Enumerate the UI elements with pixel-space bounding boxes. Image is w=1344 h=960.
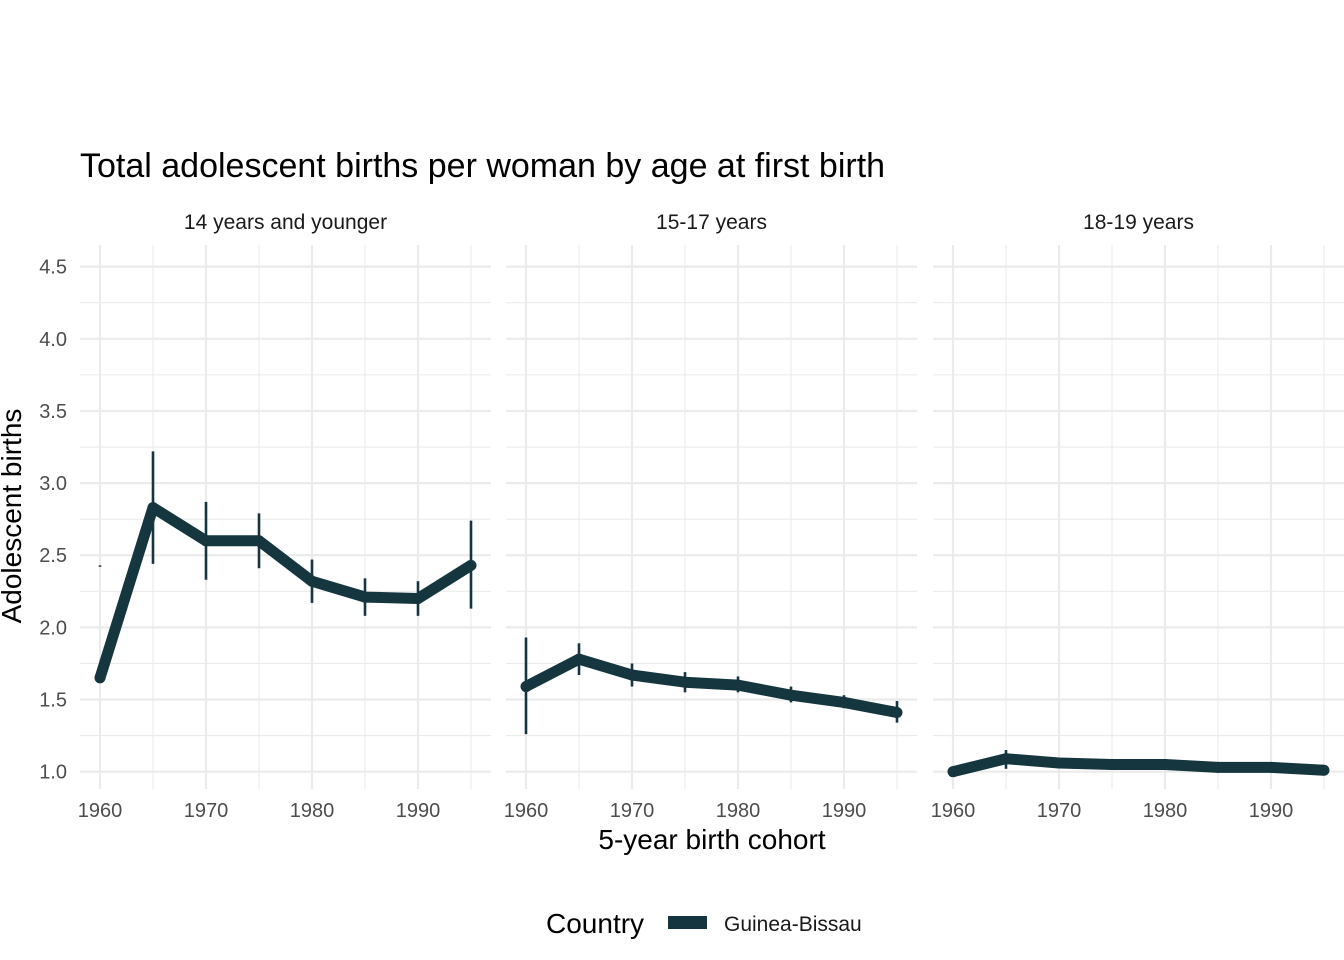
x-tick-label: 1970: [610, 800, 655, 822]
y-tick-label: 2.5: [39, 545, 67, 567]
data-point: [732, 679, 744, 691]
series-line-guinea-bissau: [94, 502, 474, 680]
data-point: [1318, 764, 1330, 776]
data-point: [573, 653, 585, 665]
data-point: [253, 535, 265, 547]
x-axis-title: 5-year birth cohort: [598, 824, 825, 855]
data-point: [626, 669, 638, 681]
data-point: [359, 591, 371, 603]
data-point: [838, 696, 850, 708]
chart-title: Total adolescent births per woman by age…: [80, 147, 885, 185]
data-point: [306, 575, 318, 587]
x-tick-label: 1990: [1249, 800, 1294, 822]
x-tick-label: 1980: [716, 800, 761, 822]
data-point: [520, 681, 532, 693]
y-tick-label: 4.5: [39, 257, 67, 279]
data-point: [1106, 758, 1118, 770]
legend-label: Guinea-Bissau: [724, 913, 862, 936]
series-line-guinea-bissau: [523, 653, 899, 718]
y-tick-label: 1.5: [39, 690, 67, 712]
data-point: [200, 535, 212, 547]
y-tick-label: 2.0: [39, 617, 67, 639]
data-point: [679, 676, 691, 688]
x-tick-label: 1960: [931, 800, 976, 822]
data-point: [1265, 761, 1277, 773]
x-tick-label: 1970: [1037, 800, 1082, 822]
x-tick-label: 1960: [78, 800, 123, 822]
x-tick-label: 1980: [290, 800, 335, 822]
facet-strip-label: 18-19 years: [1083, 211, 1194, 234]
data-point: [147, 502, 159, 514]
y-tick-label: 3.5: [39, 401, 67, 423]
x-tick-label: 1960: [504, 800, 549, 822]
data-point: [465, 559, 477, 571]
y-tick-label: 1.0: [39, 762, 67, 784]
data-point: [94, 672, 106, 684]
y-axis-title: Adolescent births: [0, 409, 27, 624]
series-line-guinea-bissau: [951, 753, 1325, 778]
data-point: [891, 707, 903, 719]
data-point: [1053, 757, 1065, 769]
y-tick-label: 4.0: [39, 329, 67, 351]
legend-title: Country: [546, 908, 644, 939]
x-tick-label: 1990: [822, 800, 867, 822]
data-point: [1159, 758, 1171, 770]
legend-key-guinea-bissau: [668, 916, 707, 929]
data-point: [412, 593, 424, 605]
data-point: [947, 766, 959, 778]
x-tick-label: 1970: [184, 800, 229, 822]
x-tick-label: 1990: [396, 800, 441, 822]
data-point: [1000, 753, 1012, 765]
y-tick-label: 3.0: [39, 473, 67, 495]
x-tick-label: 1980: [1143, 800, 1188, 822]
data-point: [785, 689, 797, 701]
facet-strip-label: 14 years and younger: [184, 211, 387, 234]
data-point: [1212, 761, 1224, 773]
facet-strip-label: 15-17 years: [656, 211, 767, 234]
